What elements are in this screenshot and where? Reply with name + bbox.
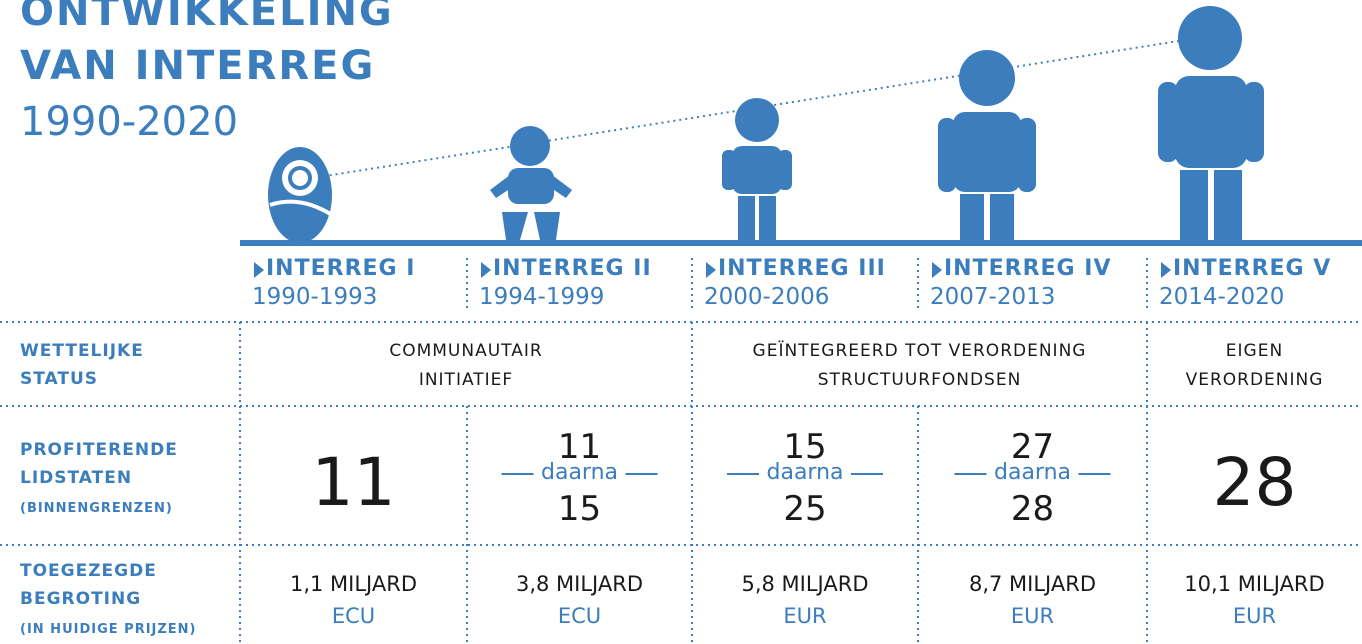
row-label: BEGROTING bbox=[20, 591, 141, 608]
row-note: (IN HUIDIGE PRIJZEN) bbox=[20, 623, 197, 636]
member-count: 11 bbox=[558, 430, 601, 464]
period-name: INTERREG II bbox=[493, 258, 652, 280]
budget-currency: EUR bbox=[1011, 606, 1054, 627]
baby-icon bbox=[268, 147, 332, 243]
budget-currency: EUR bbox=[783, 606, 826, 627]
row-label: WETTELIJKE bbox=[20, 343, 144, 360]
row-label: STATUS bbox=[20, 371, 98, 388]
member-count: 27 bbox=[1011, 430, 1054, 464]
status-text: STRUCTUURFONDSEN bbox=[818, 372, 1022, 389]
status-text: VERORDENING bbox=[1186, 372, 1324, 389]
member-count: 15 bbox=[558, 492, 601, 526]
arrow-icon bbox=[254, 262, 264, 278]
row-note: (BINNENGRENZEN) bbox=[20, 502, 173, 515]
title: VAN INTERREG bbox=[20, 46, 375, 86]
arrow-icon bbox=[481, 262, 491, 278]
budget-currency: ECU bbox=[332, 606, 375, 627]
arrow-icon bbox=[706, 262, 716, 278]
member-count: 28 bbox=[1011, 492, 1054, 526]
status-text: INITIATIEF bbox=[419, 372, 513, 389]
period-years: 2014-2020 bbox=[1159, 286, 1284, 309]
period-years: 2000-2006 bbox=[704, 286, 829, 309]
title: ONTWIKKELING bbox=[20, 0, 394, 32]
member-count: 28 bbox=[1213, 450, 1297, 516]
budget-amount: 3,8 MILJARD bbox=[516, 574, 643, 595]
budget-amount: 5,8 MILJARD bbox=[741, 574, 868, 595]
infographic: ONTWIKKELING VAN INTERREG 1990-2020 INTE… bbox=[0, 0, 1362, 644]
period-name: INTERREG I bbox=[266, 258, 415, 280]
period-name: INTERREG IV bbox=[944, 258, 1111, 280]
status-text: GEÏNTEGREERD TOT VERORDENING bbox=[753, 343, 1087, 360]
title-years: 1990-2020 bbox=[20, 102, 238, 142]
toddler-icon bbox=[490, 126, 572, 240]
status-text: COMMUNAUTAIR bbox=[389, 343, 542, 360]
arrow-icon bbox=[1161, 262, 1171, 278]
member-between: daarna bbox=[766, 462, 843, 484]
figures bbox=[0, 0, 1362, 644]
row-label: LIDSTATEN bbox=[20, 470, 132, 487]
row-label: PROFITERENDE bbox=[20, 442, 178, 459]
member-count: 15 bbox=[783, 430, 826, 464]
budget-currency: ECU bbox=[558, 606, 601, 627]
period-name: INTERREG V bbox=[1173, 258, 1331, 280]
member-count: 25 bbox=[783, 492, 826, 526]
arrow-icon bbox=[932, 262, 942, 278]
budget-currency: EUR bbox=[1233, 606, 1276, 627]
teen-icon bbox=[938, 50, 1036, 242]
budget-amount: 8,7 MILJARD bbox=[969, 574, 1096, 595]
budget-amount: 10,1 MILJARD bbox=[1184, 574, 1324, 595]
member-between: daarna bbox=[541, 462, 618, 484]
period-years: 1990-1993 bbox=[252, 286, 377, 309]
period-years: 1994-1999 bbox=[479, 286, 604, 309]
row-label: TOEGEZEGDE bbox=[20, 563, 157, 580]
budget-amount: 1,1 MILJARD bbox=[290, 574, 417, 595]
child-icon bbox=[722, 98, 792, 241]
period-name: INTERREG III bbox=[718, 258, 886, 280]
status-text: EIGEN bbox=[1226, 343, 1283, 360]
member-between: daarna bbox=[994, 462, 1071, 484]
period-years: 2007-2013 bbox=[930, 286, 1055, 309]
member-count: 11 bbox=[312, 450, 396, 516]
adult-icon bbox=[1158, 6, 1264, 242]
